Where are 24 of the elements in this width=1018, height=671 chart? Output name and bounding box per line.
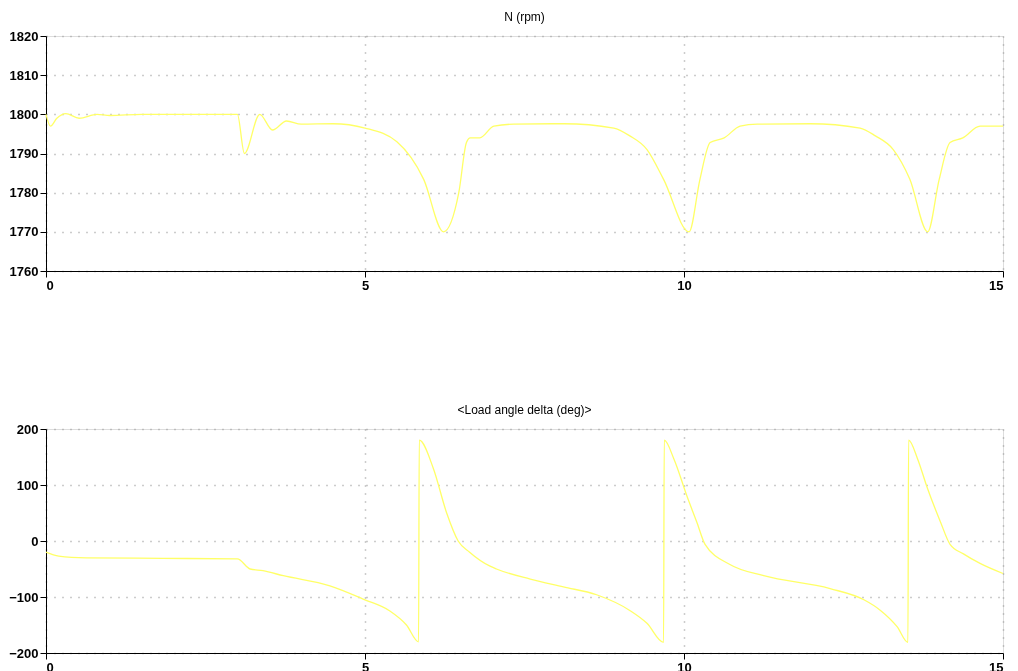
y-tick-label: 100 [16,477,39,493]
y-tick-label: 1760 [9,263,39,279]
y-tick-label: 200 [16,421,39,437]
chart-title: <Load angle delta (deg)> [457,403,592,417]
y-tick-label: −200 [9,645,39,661]
y-tick-label: 1820 [9,28,39,44]
x-tick-label: 10 [677,277,692,293]
y-tick-label: 0 [31,533,39,549]
chart-title: N (rpm) [504,10,545,24]
x-tick-label: 0 [46,659,54,671]
y-tick-label: −100 [9,589,39,605]
x-tick-label: 15 [989,277,1004,293]
y-tick-label: 1770 [9,224,39,240]
x-tick-label: 10 [677,659,692,671]
line-series [45,439,1004,644]
x-tick-label: 15 [989,659,1004,671]
y-tick-label: 1790 [9,146,39,161]
y-tick-label: 1780 [9,185,39,201]
x-tick-label: 5 [361,277,370,293]
y-tick-label: 1800 [9,106,39,122]
y-tick-label: 1810 [9,67,39,83]
x-tick-label: 0 [46,277,54,293]
x-tick-label: 5 [361,659,370,671]
line-series [45,112,1004,233]
